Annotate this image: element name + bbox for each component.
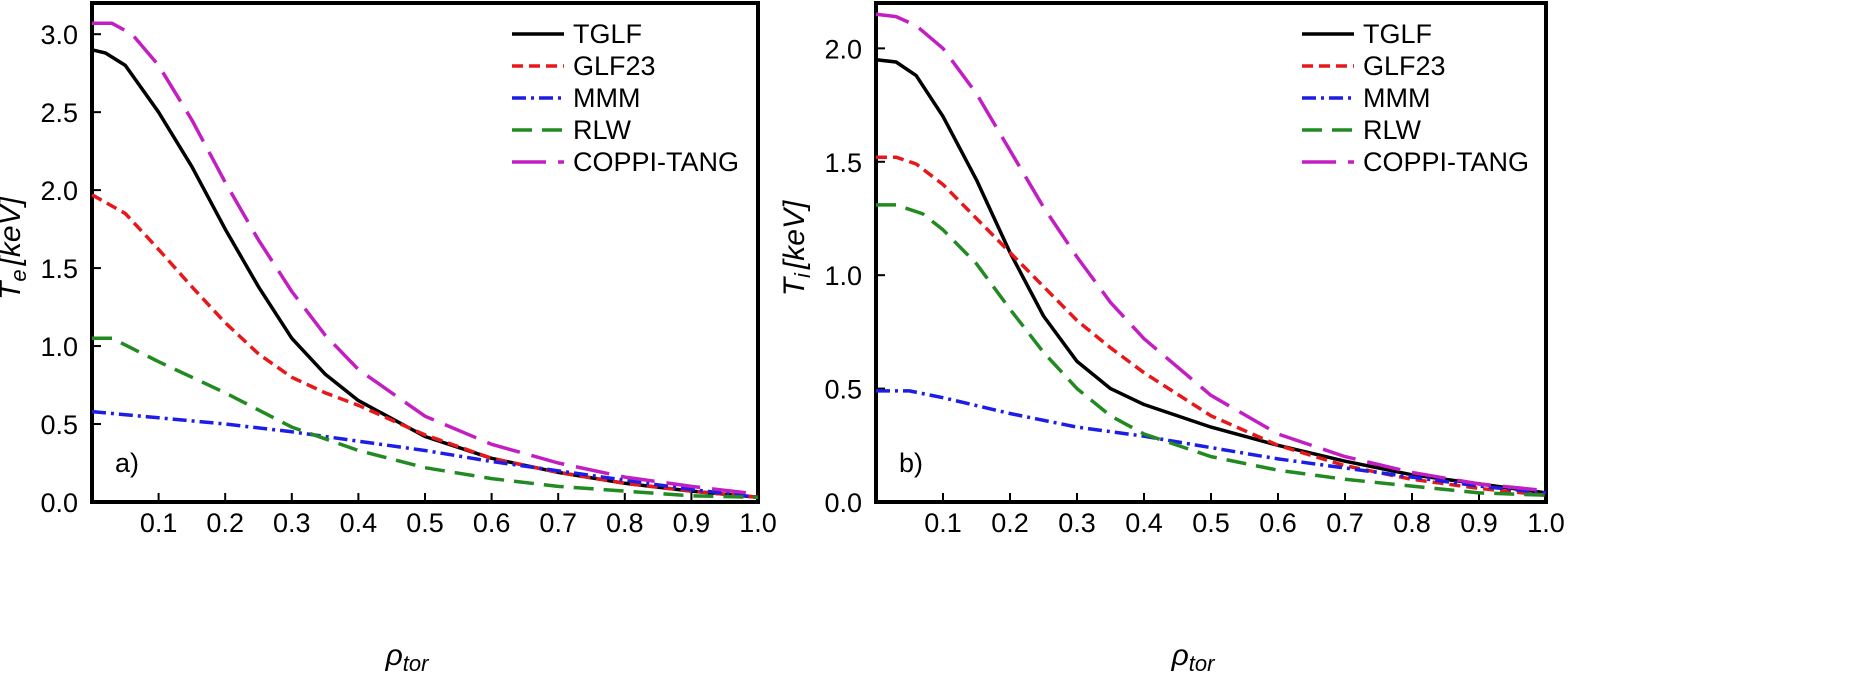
x-axis-label: ρtor — [1171, 639, 1217, 674]
series-line-coppi-tang — [875, 12, 1547, 493]
panel-b: 0.1 0.2 0.3 0.4 0.5 0.6 0.7 0.8 0.9 1.0 0.0 0.5 1.0 1… — [778, 1, 1565, 674]
series-line-glf23 — [91, 193, 759, 500]
legend-label: COPPI-TANG — [573, 147, 739, 177]
legend-label: GLF23 — [1363, 51, 1446, 81]
x-axis-symbol: ρ — [385, 639, 403, 672]
x-axis-subscript: tor — [1189, 651, 1216, 674]
legend-label: RLW — [573, 115, 632, 145]
series-line-coppi-tang — [92, 21, 759, 496]
y-tick-label: 2.0 — [824, 34, 862, 64]
y-tick-label: 0.5 — [824, 375, 862, 405]
x-tick-label: 0.9 — [1460, 508, 1498, 538]
y-axis-subscript: e — [6, 269, 31, 281]
panel-label: b) — [899, 448, 923, 478]
series-line-tglf — [875, 57, 1547, 495]
x-tick-label: 0.7 — [539, 508, 577, 538]
y-tick-label: 3.0 — [40, 20, 78, 50]
series-line-mmm — [91, 409, 759, 500]
y-tick-label: 1.0 — [40, 332, 78, 362]
y-tick-label: 1.5 — [40, 254, 78, 284]
x-tick-label: 0.5 — [1192, 508, 1230, 538]
x-tick-label: 0.4 — [340, 508, 378, 538]
x-tick-label: 0.7 — [1326, 508, 1364, 538]
series-line-tglf — [91, 48, 759, 500]
legend-label: GLF23 — [573, 51, 656, 81]
y-axis-unit: [keV] — [0, 196, 27, 266]
plot-frame — [90, 1, 760, 504]
x-tick-label: 0.5 — [406, 508, 444, 538]
x-tick-label: 0.1 — [140, 508, 178, 538]
legend-label: TGLF — [1363, 19, 1432, 49]
series-line-mmm — [876, 389, 1547, 495]
y-axis-label: Te [keV] — [0, 196, 31, 300]
y-tick-label: 1.0 — [824, 261, 862, 291]
series-line-rlw — [876, 203, 1547, 497]
series-line-glf23 — [876, 155, 1547, 497]
legend-label: RLW — [1363, 115, 1422, 145]
y-axis-symbol: T — [778, 275, 811, 296]
y-tick-label: 0.5 — [40, 410, 78, 440]
x-axis-symbol: ρ — [1171, 639, 1189, 672]
x-tick-label: 0.8 — [606, 508, 644, 538]
x-tick-label: 1.0 — [739, 508, 777, 538]
y-tick-label: 2.0 — [40, 176, 78, 206]
x-tick-label: 0.1 — [924, 508, 962, 538]
x-tick-label: 0.8 — [1393, 508, 1431, 538]
y-axis-symbol: T — [0, 279, 27, 300]
y-axis-unit: [keV] — [778, 200, 811, 270]
x-axis-subscript: tor — [403, 651, 430, 674]
x-tick-label: 0.6 — [1259, 508, 1297, 538]
x-axis-label: ρtor — [385, 639, 431, 674]
y-tick-label: 1.5 — [824, 148, 862, 178]
x-tick-label: 0.2 — [206, 508, 244, 538]
x-tick-label: 0.3 — [273, 508, 311, 538]
y-axis-label: Ti [keV] — [778, 200, 815, 296]
panel-label: a) — [115, 448, 139, 478]
x-tick-label: 0.6 — [473, 508, 511, 538]
panel-a: 0.1 0.2 0.3 0.4 0.5 0.6 0.7 0.8 0.9 1.0 0.0 0.5 1.0 1… — [0, 1, 777, 674]
legend-label: MMM — [1363, 83, 1430, 113]
x-tick-label: 0.9 — [673, 508, 711, 538]
x-tick-label: 0.3 — [1058, 508, 1096, 538]
y-tick-label: 0.0 — [824, 488, 862, 518]
x-tick-label: 0.4 — [1125, 508, 1163, 538]
y-tick-label: 0.0 — [40, 488, 78, 518]
series-line-rlw — [92, 336, 759, 500]
legend-label: MMM — [573, 83, 640, 113]
y-tick-label: 2.5 — [40, 98, 78, 128]
legend-label: TGLF — [573, 19, 642, 49]
x-tick-label: 1.0 — [1527, 508, 1565, 538]
legend-label: COPPI-TANG — [1363, 147, 1529, 177]
x-tick-label: 0.2 — [991, 508, 1029, 538]
y-axis-subscript: i — [790, 272, 815, 278]
